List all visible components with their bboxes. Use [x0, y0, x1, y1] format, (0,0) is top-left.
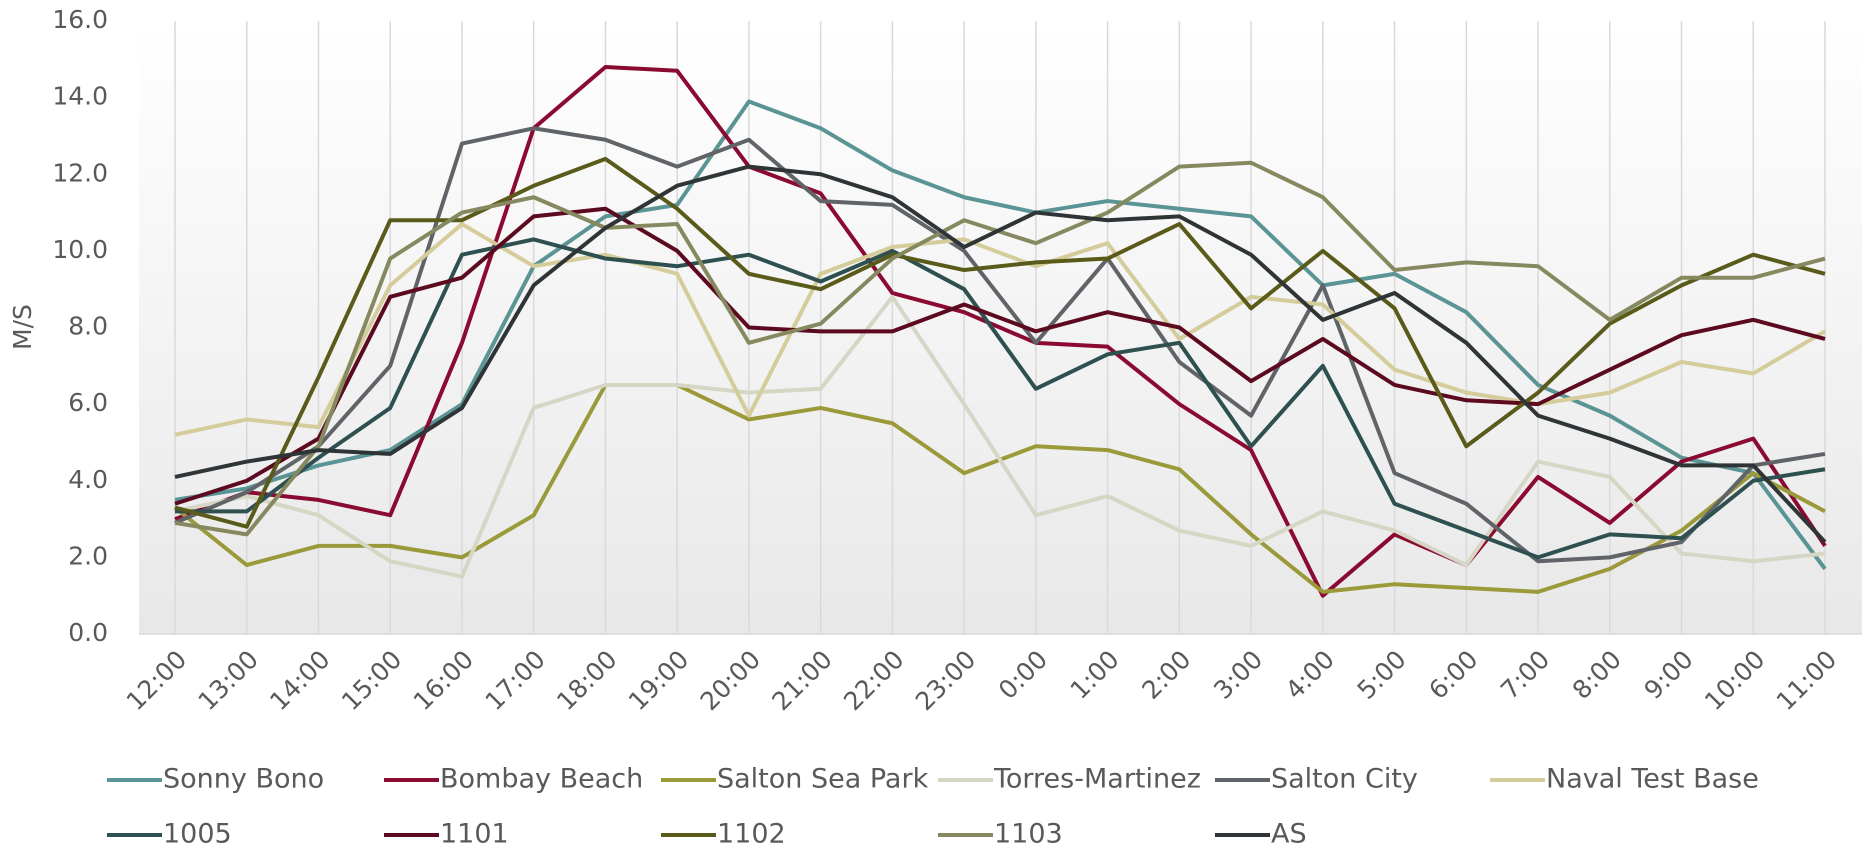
- legend-label: Bombay Beach: [440, 764, 643, 795]
- x-tick-label: 13:00: [192, 645, 263, 716]
- x-tick-label: 20:00: [695, 645, 766, 716]
- series-line: [174, 164, 1827, 544]
- x-tick-label: 14:00: [264, 645, 335, 716]
- x-tick-label: 16:00: [408, 645, 479, 716]
- x-tick-label: 3:00: [1208, 645, 1268, 705]
- series-line: [174, 126, 1826, 564]
- y-tick-label: 8.0: [68, 312, 108, 341]
- series-line: [174, 206, 1826, 506]
- x-tick-label: 12:00: [121, 645, 192, 716]
- legend-label: 1103: [994, 819, 1063, 850]
- x-tick-label: 5:00: [1352, 645, 1412, 705]
- x-tick-label: 11:00: [1771, 645, 1842, 716]
- x-tick-label: 2:00: [1136, 645, 1196, 705]
- series-line: [174, 222, 1827, 437]
- series-line: [174, 294, 1826, 579]
- y-axis-label: M/S: [8, 304, 37, 350]
- x-tick-label: 7:00: [1495, 645, 1555, 705]
- legend-label: Torres-Martinez: [993, 764, 1201, 795]
- x-tick-label: 9:00: [1639, 645, 1699, 705]
- y-tick-label: 12.0: [52, 158, 108, 187]
- x-tick-label: 8:00: [1567, 645, 1627, 705]
- x-tick-label: 17:00: [479, 645, 550, 716]
- y-tick-label: 2.0: [68, 541, 108, 570]
- y-tick-label: 16.0: [52, 5, 108, 34]
- legend-label: Sonny Bono: [163, 764, 324, 795]
- x-tick-label: 19:00: [623, 645, 694, 716]
- x-tick-label: 0:00: [993, 645, 1053, 705]
- y-tick-label: 0.0: [68, 618, 108, 647]
- x-tick-label: 22:00: [838, 645, 909, 716]
- legend-label: 1102: [717, 819, 786, 850]
- legend-label: Salton Sea Park: [717, 764, 929, 795]
- legend-label: AS: [1271, 819, 1307, 850]
- legend-label: 1101: [440, 819, 509, 850]
- legend-label: Naval Test Base: [1546, 764, 1759, 795]
- x-tick-label: 6:00: [1423, 645, 1483, 705]
- series-line: [174, 99, 1827, 571]
- legend-label: 1005: [163, 819, 232, 850]
- x-tick-label: 21:00: [766, 645, 837, 716]
- x-tick-label: 18:00: [551, 645, 622, 716]
- x-tick-label: 4:00: [1280, 645, 1340, 705]
- y-tick-label: 14.0: [52, 82, 108, 111]
- y-tick-label: 10.0: [52, 235, 108, 264]
- x-tick-label: 1:00: [1065, 645, 1125, 705]
- legend-label: Salton City: [1271, 764, 1418, 795]
- y-tick-label: 6.0: [68, 388, 108, 417]
- series-line: [174, 64, 1827, 598]
- y-tick-label: 4.0: [68, 465, 108, 494]
- x-tick-label: 23:00: [910, 645, 981, 716]
- x-tick-label: 15:00: [336, 645, 407, 716]
- x-tick-label: 10:00: [1699, 645, 1770, 716]
